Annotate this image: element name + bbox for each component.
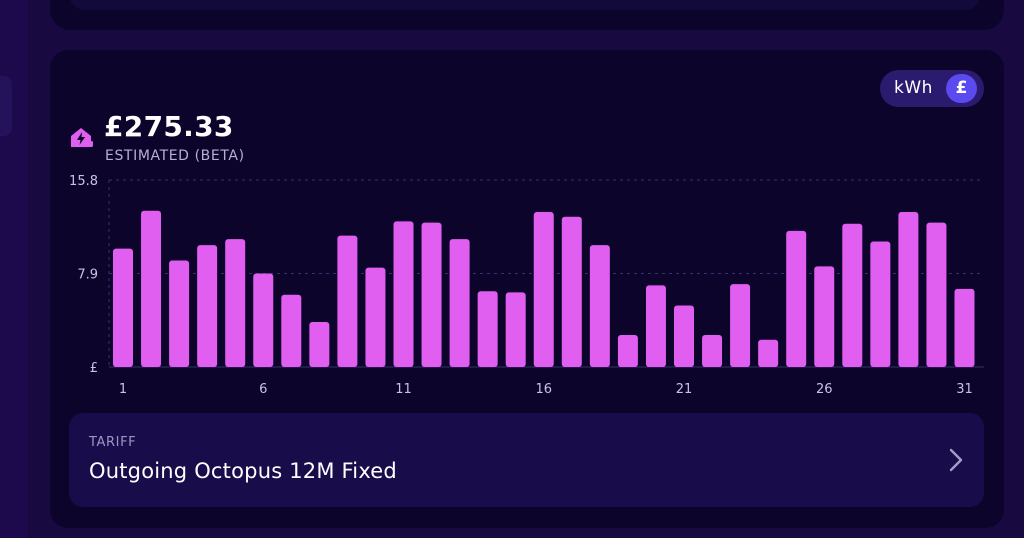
x-tick-label: 26 — [816, 382, 833, 397]
estimated-amount: £275.33 — [104, 110, 234, 143]
bar-day-24[interactable] — [758, 339, 779, 367]
bar-day-9[interactable] — [337, 235, 358, 367]
bar-day-21[interactable] — [674, 305, 694, 367]
x-tick-label: 21 — [676, 382, 693, 397]
bar-day-30[interactable] — [926, 222, 947, 367]
x-tick-label: 6 — [259, 382, 267, 397]
bar-day-13[interactable] — [449, 239, 470, 367]
unit-toggle[interactable]: kWh £ — [880, 70, 984, 107]
tariff-label: TARIFF — [89, 435, 137, 450]
tariff-row[interactable]: TARIFF Outgoing Octopus 12M Fixed — [69, 413, 984, 507]
bar-day-28[interactable] — [870, 241, 891, 367]
bar-day-27[interactable] — [842, 223, 863, 367]
x-tick-label: 11 — [395, 382, 412, 397]
bar-day-25[interactable] — [786, 230, 807, 367]
x-tick-label: 31 — [956, 382, 973, 397]
bar-day-22[interactable] — [702, 335, 723, 367]
bar-day-23[interactable] — [730, 284, 751, 367]
bar-day-10[interactable] — [365, 267, 386, 367]
previous-card-inner — [70, 0, 980, 10]
side-panel-edge — [0, 76, 12, 136]
bar-day-8[interactable] — [309, 322, 330, 367]
bar-day-6[interactable] — [253, 273, 274, 368]
bar-day-4[interactable] — [197, 245, 218, 367]
bar-day-5[interactable] — [225, 239, 246, 367]
chevron-right-icon — [949, 448, 963, 472]
y-tick-label: 7.9 — [77, 268, 98, 283]
y-tick-label: £ — [90, 361, 98, 376]
x-tick-label: 16 — [535, 382, 552, 397]
daily-bar-chart: 15.87.9£1 6 11 16 21 26 31 — [69, 174, 984, 397]
bar-day-18[interactable] — [589, 245, 610, 367]
bar-day-1[interactable] — [113, 248, 133, 367]
bar-day-17[interactable] — [561, 216, 582, 367]
x-tick-label: 1 — [119, 382, 127, 397]
bar-day-19[interactable] — [617, 335, 638, 367]
unit-kwh-option[interactable]: kWh — [894, 78, 933, 98]
bar-day-14[interactable] — [477, 291, 498, 367]
bar-day-2[interactable] — [141, 210, 162, 367]
bar-day-3[interactable] — [169, 260, 190, 367]
bar-day-12[interactable] — [421, 222, 442, 367]
bar-day-15[interactable] — [505, 292, 526, 367]
bar-day-31[interactable] — [954, 288, 975, 367]
bar-day-29[interactable] — [898, 211, 919, 367]
y-tick-label: 15.8 — [69, 174, 98, 189]
export-earnings-card: kWh £ £275.33 ESTIMATED (BETA) 15.8 7.9 £1… — [50, 50, 1004, 528]
previous-card — [50, 0, 1004, 30]
bar-day-26[interactable] — [814, 266, 835, 367]
bar-day-11[interactable] — [393, 221, 414, 367]
unit-gbp-option[interactable]: £ — [946, 74, 977, 103]
estimated-label: ESTIMATED (BETA) — [105, 148, 245, 164]
house-lightning-icon — [71, 128, 93, 147]
tariff-name: Outgoing Octopus 12M Fixed — [89, 459, 397, 483]
bar-day-16[interactable] — [533, 211, 554, 367]
bar-day-7[interactable] — [281, 294, 302, 367]
bar-day-20[interactable] — [645, 285, 666, 367]
